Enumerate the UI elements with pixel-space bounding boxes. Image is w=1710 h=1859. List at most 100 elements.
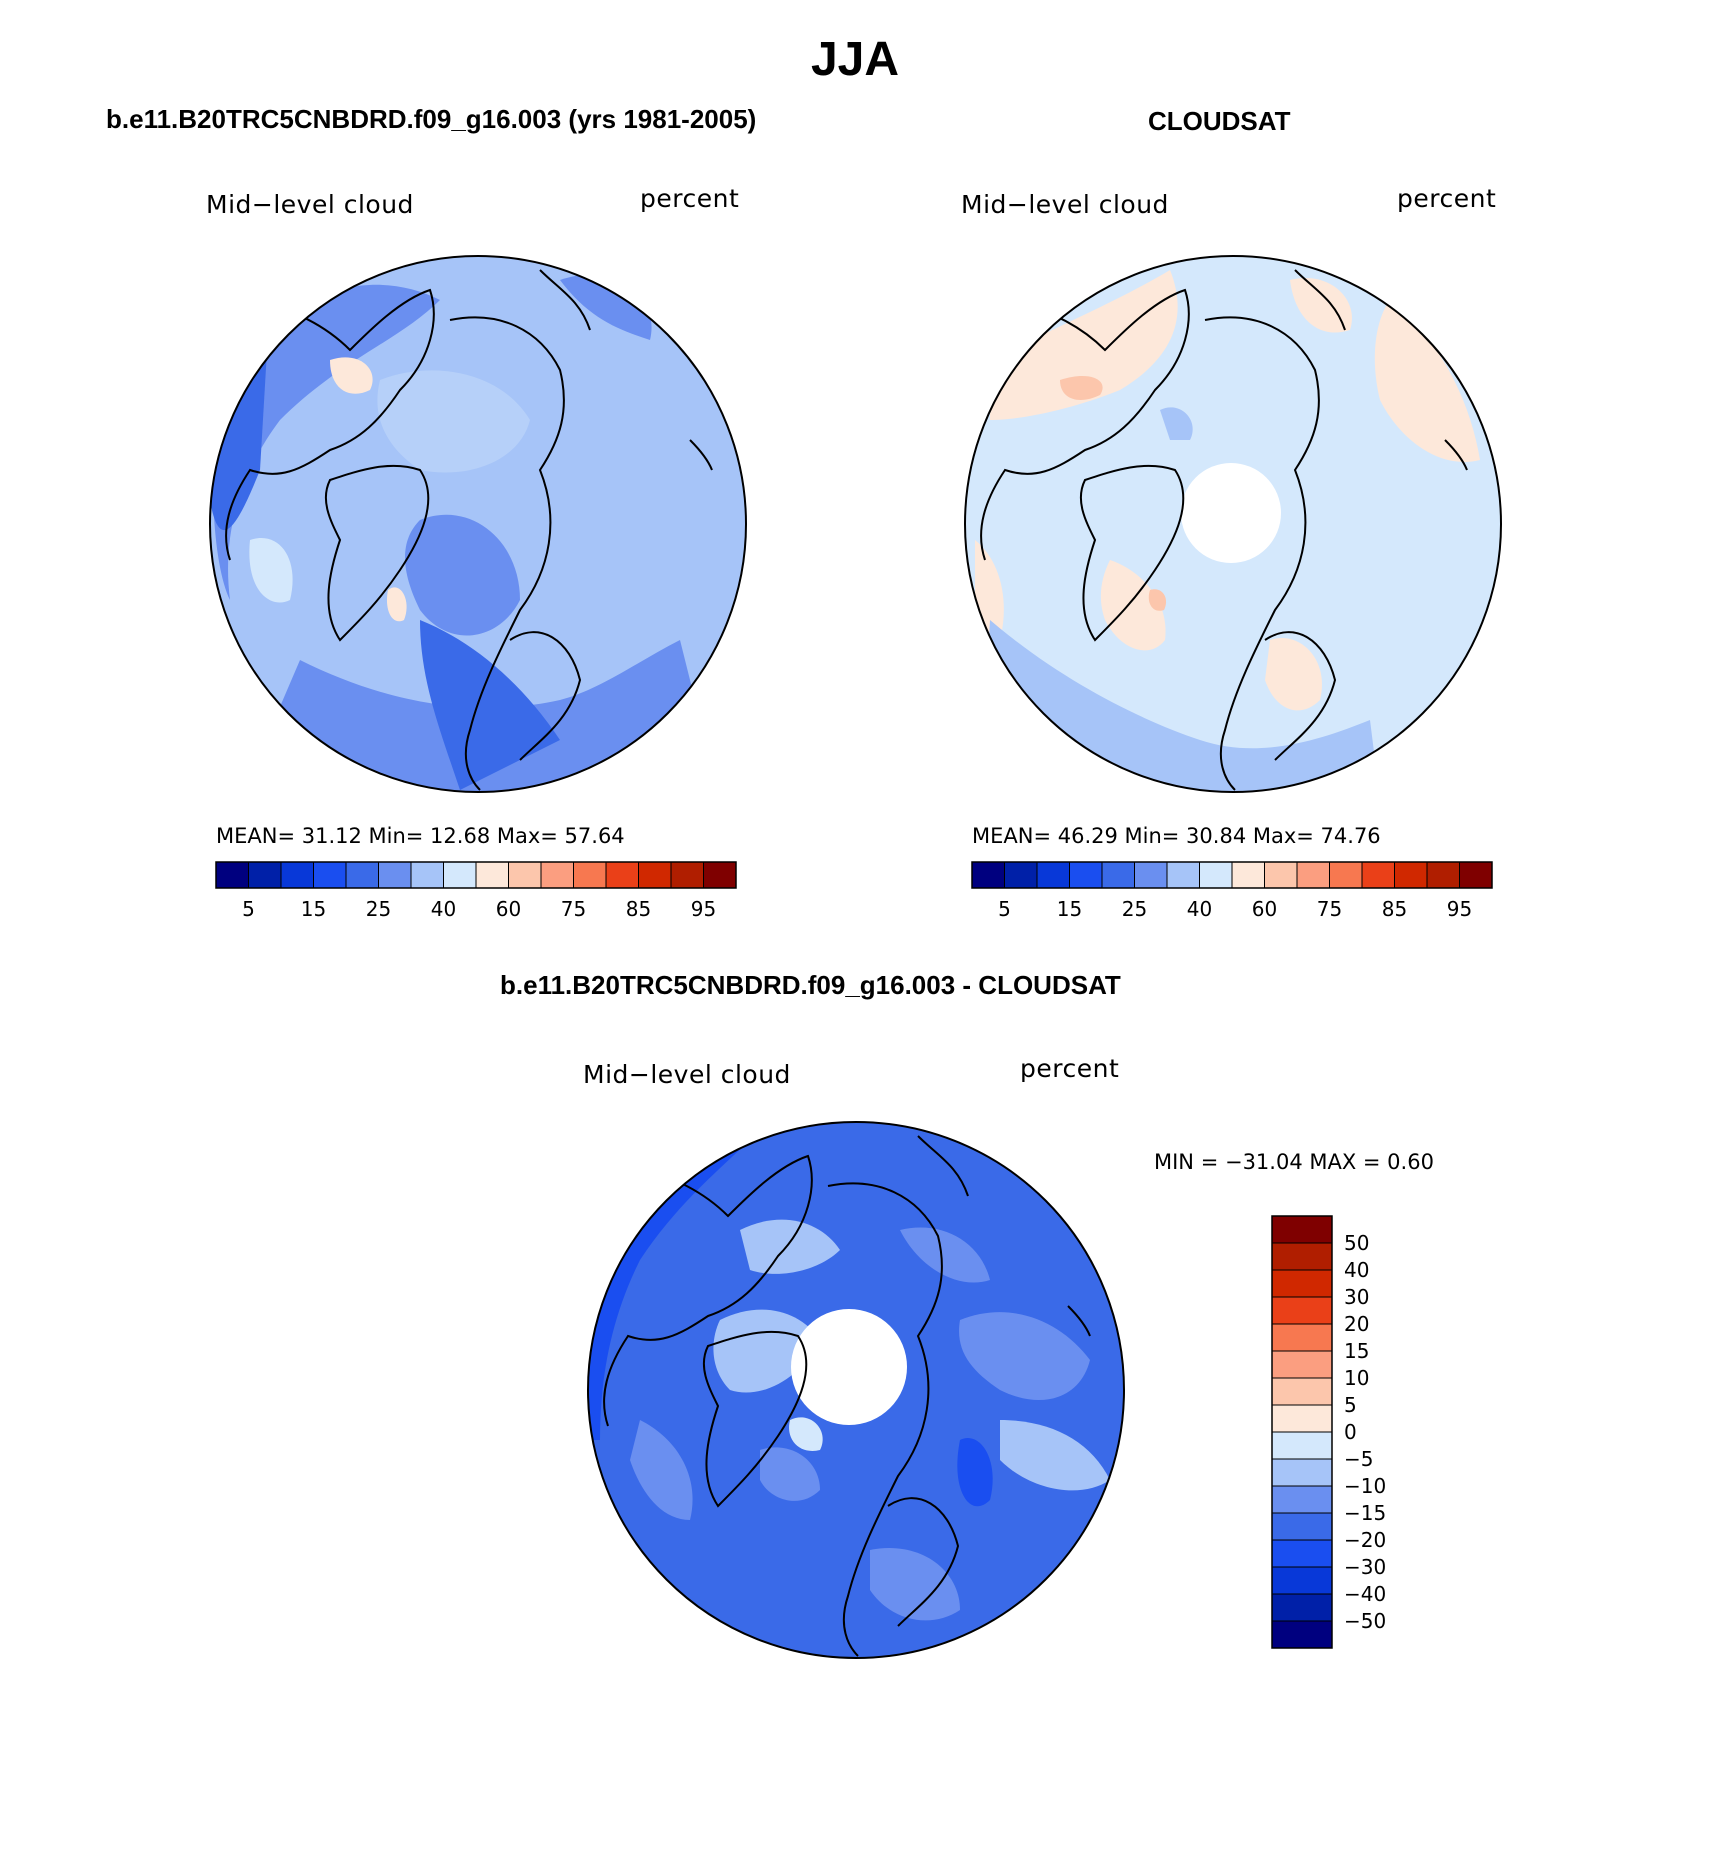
colorbar-tick-label: 95 bbox=[1447, 897, 1472, 921]
colorbar-swatch bbox=[1426, 861, 1460, 889]
colorbar-swatch bbox=[1231, 861, 1265, 889]
colorbar-swatch bbox=[1134, 861, 1168, 889]
panel-diff-header: b.e11.B20TRC5CNBDRD.f09_g16.003 - CLOUDS… bbox=[500, 970, 1121, 1000]
colorbar-tick-label: −20 bbox=[1344, 1528, 1386, 1552]
colorbar-swatch bbox=[475, 861, 509, 889]
colorbar-swatch bbox=[1069, 861, 1103, 889]
panel-model-variable-label: Mid−level cloud bbox=[206, 190, 414, 219]
colorbar-swatch bbox=[971, 861, 1005, 889]
figure-title: JJA bbox=[810, 33, 900, 86]
colorbar-tick-label: −5 bbox=[1344, 1447, 1373, 1471]
map-diff-coastline bbox=[1067, 1305, 1091, 1337]
colorbar-swatch bbox=[1271, 1296, 1333, 1325]
colorbar-swatch bbox=[670, 861, 704, 889]
map-obs-field-region bbox=[1148, 589, 1167, 611]
panel-diff-variable-label: Mid−level cloud bbox=[583, 1060, 791, 1089]
map-diff-border bbox=[587, 1121, 1125, 1659]
map-model-field-region bbox=[330, 357, 373, 394]
colorbar-tick-label: 15 bbox=[1057, 897, 1082, 921]
colorbar-tick-label: 50 bbox=[1344, 1231, 1369, 1255]
panel-model-units-label: percent bbox=[640, 184, 740, 213]
colorbar-swatch bbox=[1271, 1431, 1333, 1460]
colorbar-tick-label: 75 bbox=[561, 897, 586, 921]
map-obs-coastline bbox=[1204, 316, 1320, 791]
colorbar-swatch bbox=[508, 861, 542, 889]
map-diff-coastline bbox=[702, 1330, 808, 1508]
map-model-border bbox=[209, 255, 747, 793]
colorbar-swatch bbox=[1101, 861, 1135, 889]
colorbar-tick-label: 85 bbox=[1382, 897, 1407, 921]
map-obs bbox=[964, 255, 1502, 793]
colorbar-tick-label: 15 bbox=[1344, 1339, 1369, 1363]
map-model-coastline bbox=[689, 439, 713, 471]
panel-obs-header: CLOUDSAT bbox=[1148, 106, 1291, 136]
map-diff-field-region bbox=[789, 1417, 823, 1451]
colorbar-swatch bbox=[1459, 861, 1493, 889]
colorbar-tick-label: −10 bbox=[1344, 1474, 1386, 1498]
colorbar-tick-label: 75 bbox=[1317, 897, 1342, 921]
colorbar-tick-label: −40 bbox=[1344, 1582, 1386, 1606]
colorbar-swatch bbox=[1271, 1242, 1333, 1271]
map-model-coastline bbox=[225, 288, 435, 561]
colorbar-swatch bbox=[443, 861, 477, 889]
colorbar-swatch bbox=[605, 861, 639, 889]
colorbar-swatch bbox=[1271, 1539, 1333, 1568]
map-diff-field-region bbox=[900, 1227, 990, 1283]
colorbar-tick-label: 0 bbox=[1344, 1420, 1357, 1444]
map-model-field-region bbox=[249, 538, 293, 603]
colorbar-swatch bbox=[703, 861, 737, 889]
colorbar-swatch bbox=[1271, 1215, 1333, 1244]
colorbar-swatch bbox=[1199, 861, 1233, 889]
colorbar-model: 5 15 25 40 60 75 85 95 bbox=[215, 861, 737, 921]
map-obs-coastline bbox=[1079, 464, 1185, 642]
colorbar-tick-label: 25 bbox=[1122, 897, 1147, 921]
colorbar-tick-label: 60 bbox=[1252, 897, 1277, 921]
map-obs-field-region bbox=[1160, 407, 1193, 440]
colorbar-swatch bbox=[1036, 861, 1070, 889]
map-obs-field-region bbox=[1060, 375, 1103, 400]
panel-model-header: b.e11.B20TRC5CNBDRD.f09_g16.003 (yrs 198… bbox=[106, 104, 757, 134]
colorbar-swatch bbox=[345, 861, 379, 889]
map-diff-coastline bbox=[887, 1497, 960, 1627]
colorbar-swatch bbox=[1271, 1404, 1333, 1433]
map-model-coastline bbox=[539, 269, 591, 331]
panel-model-stats: MEAN= 31.12 Min= 12.68 Max= 57.64 bbox=[216, 824, 625, 848]
map-diff-coastline bbox=[917, 1135, 969, 1197]
map-model-coastlines bbox=[225, 269, 713, 791]
map-model-coastline bbox=[324, 464, 430, 642]
colorbar-swatch bbox=[1271, 1377, 1333, 1406]
map-diff-coastline bbox=[827, 1182, 943, 1657]
colorbar-tick-label: 40 bbox=[1344, 1258, 1369, 1282]
colorbar-swatch bbox=[1271, 1350, 1333, 1379]
map-obs-coastline bbox=[1444, 439, 1468, 471]
colorbar-swatch bbox=[313, 861, 347, 889]
colorbar-swatch bbox=[1361, 861, 1395, 889]
colorbar-tick-label: −15 bbox=[1344, 1501, 1386, 1525]
colorbar-tick-label: 15 bbox=[301, 897, 326, 921]
map-obs-border bbox=[964, 255, 1502, 793]
map-model-field-region bbox=[377, 370, 530, 473]
colorbar-tick-label: 40 bbox=[1187, 897, 1212, 921]
map-model-field-region bbox=[213, 284, 440, 600]
panel-obs-variable-label: Mid−level cloud bbox=[961, 190, 1169, 219]
map-diff bbox=[587, 1121, 1125, 1659]
map-diff-field-region bbox=[1000, 1420, 1110, 1491]
colorbar-swatch bbox=[378, 861, 412, 889]
map-model-field-region bbox=[405, 514, 520, 636]
panel-diff-units-label: percent bbox=[1020, 1054, 1120, 1083]
map-obs-coastline bbox=[980, 288, 1190, 561]
colorbar-swatch bbox=[1271, 1269, 1333, 1298]
map-diff-field-region bbox=[630, 1420, 693, 1520]
panel-obs-units-label: percent bbox=[1397, 184, 1497, 213]
colorbar-tick-label: 5 bbox=[242, 897, 255, 921]
map-model-coastline bbox=[509, 631, 582, 761]
map-obs-field-region bbox=[1100, 560, 1166, 651]
map-diff-field-region bbox=[957, 1438, 993, 1507]
colorbar-tick-label: −50 bbox=[1344, 1609, 1386, 1633]
colorbar-swatch bbox=[1004, 861, 1038, 889]
map-obs-coastline bbox=[1294, 269, 1346, 331]
colorbar-swatch bbox=[215, 861, 249, 889]
colorbar-swatch bbox=[280, 861, 314, 889]
